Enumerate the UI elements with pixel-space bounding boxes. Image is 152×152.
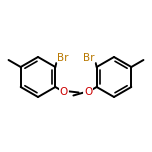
Text: Br: Br	[57, 53, 69, 63]
Text: O: O	[60, 87, 68, 97]
Text: O: O	[84, 87, 92, 97]
Text: Br: Br	[83, 53, 95, 63]
